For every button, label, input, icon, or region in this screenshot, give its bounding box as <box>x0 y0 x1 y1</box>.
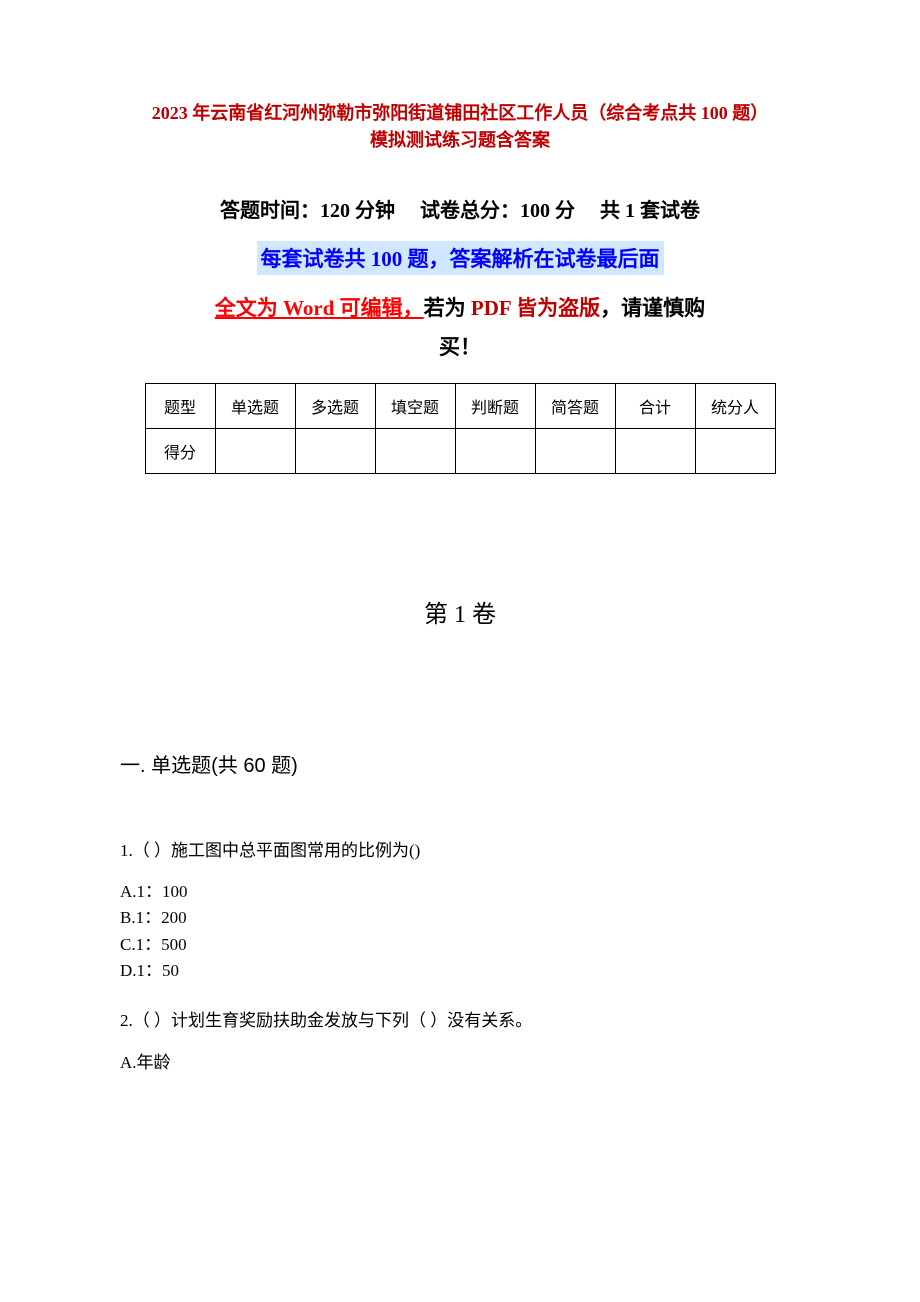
warning-part3: PDF 皆为盗版 <box>471 296 600 320</box>
col-judge: 判断题 <box>455 383 535 428</box>
title-line-1: 2023 年云南省红河州弥勒市弥阳街道铺田社区工作人员（综合考点共 100 题） <box>152 103 769 123</box>
score-label-cell: 得分 <box>145 428 215 473</box>
warning-line: 全文为 Word 可编辑，若为 PDF 皆为盗版，请谨慎购 <box>120 293 800 325</box>
table-header-row: 题型 单选题 多选题 填空题 判断题 简答题 合计 统分人 <box>145 383 775 428</box>
col-fill: 填空题 <box>375 383 455 428</box>
option-d: D.1：50 <box>120 958 800 984</box>
col-total: 合计 <box>615 383 695 428</box>
score-cell <box>455 428 535 473</box>
volume-label: 第 1 卷 <box>424 602 496 628</box>
option-b: B.1：200 <box>120 905 800 931</box>
score-cell <box>535 428 615 473</box>
question-2: 2.（ ）计划生育奖励扶助金发放与下列（ ）没有关系。 <box>120 1008 800 1034</box>
document-title: 2023 年云南省红河州弥勒市弥阳街道铺田社区工作人员（综合考点共 100 题）… <box>120 100 800 154</box>
score-cell <box>375 428 455 473</box>
option-a: A.年龄 <box>120 1050 800 1076</box>
question-2-options: A.年龄 <box>120 1050 800 1076</box>
col-single: 单选题 <box>215 383 295 428</box>
exam-info-text: 答题时间：120 分钟 试卷总分：100 分 共 1 套试卷 <box>220 200 700 222</box>
section-label: 一. 单选题(共 60 题) <box>120 755 298 777</box>
buy-line: 买！ <box>120 331 800 361</box>
volume-title: 第 1 卷 <box>120 594 800 629</box>
table-score-row: 得分 <box>145 428 775 473</box>
option-a: A.1：100 <box>120 879 800 905</box>
score-table: 题型 单选题 多选题 填空题 判断题 简答题 合计 统分人 得分 <box>145 383 776 474</box>
section-title: 一. 单选题(共 60 题) <box>120 749 800 778</box>
question-text: 2.（ ）计划生育奖励扶助金发放与下列（ ）没有关系。 <box>120 1011 532 1030</box>
col-scorer: 统分人 <box>695 383 775 428</box>
score-cell <box>695 428 775 473</box>
warning-part4: ，请谨慎购 <box>600 296 705 320</box>
col-short: 简答题 <box>535 383 615 428</box>
exam-info-line: 答题时间：120 分钟 试卷总分：100 分 共 1 套试卷 <box>120 194 800 223</box>
score-cell <box>615 428 695 473</box>
highlight-line: 每套试卷共 100 题，答案解析在试卷最后面 <box>120 241 800 275</box>
question-1-options: A.1：100 B.1：200 C.1：500 D.1：50 <box>120 879 800 984</box>
warning-part2: 若为 <box>424 296 471 320</box>
question-text: 1.（ ）施工图中总平面图常用的比例为() <box>120 841 420 860</box>
col-type: 题型 <box>145 383 215 428</box>
option-c: C.1：500 <box>120 932 800 958</box>
title-line-2: 模拟测试练习题含答案 <box>370 130 550 150</box>
warning-part1: 全文为 Word 可编辑， <box>215 296 424 320</box>
score-cell <box>295 428 375 473</box>
score-cell <box>215 428 295 473</box>
col-multi: 多选题 <box>295 383 375 428</box>
highlight-text: 每套试卷共 100 题，答案解析在试卷最后面 <box>257 241 664 275</box>
buy-text: 买！ <box>439 335 481 359</box>
question-1: 1.（ ）施工图中总平面图常用的比例为() <box>120 838 800 864</box>
